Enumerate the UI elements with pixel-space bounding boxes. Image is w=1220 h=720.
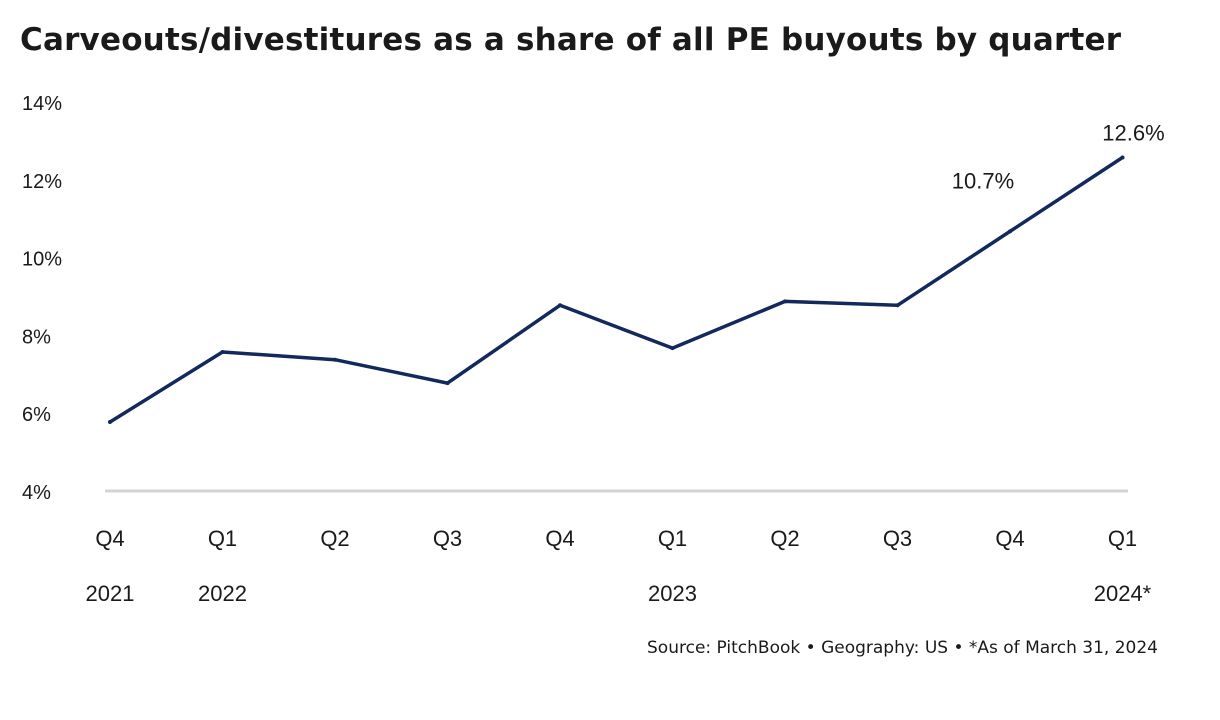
x-category-label: Q1: [658, 526, 687, 551]
x-year-label: 2022: [198, 581, 247, 606]
x-axis-categories: Q4 Q1 Q2 Q3 Q4 Q1 Q2 Q3 Q4 Q1: [95, 526, 1137, 551]
data-point: [783, 299, 787, 304]
y-tick-label: 6%: [22, 404, 51, 426]
y-tick-label: 12%: [22, 171, 62, 193]
x-category-label: Q4: [545, 526, 574, 551]
x-category-label: Q1: [1108, 526, 1137, 551]
chart-title: Carveouts/divestitures as a share of all…: [20, 22, 1122, 58]
x-year-label: 2024*: [1094, 581, 1152, 606]
x-category-label: Q4: [995, 526, 1024, 551]
data-point: [1120, 155, 1125, 160]
series-line: [108, 155, 1125, 424]
data-label: 12.6%: [1102, 120, 1164, 145]
data-point: [445, 381, 450, 386]
y-tick-label: 4%: [22, 482, 51, 504]
x-category-label: Q3: [883, 526, 912, 551]
source-note: Source: PitchBook • Geography: US • *As …: [647, 638, 1158, 658]
x-category-label: Q2: [770, 526, 799, 551]
data-label: 10.7%: [952, 168, 1014, 193]
data-point: [333, 357, 337, 362]
data-points: [108, 155, 1125, 424]
x-year-label: 2021: [86, 581, 135, 606]
data-point: [108, 419, 112, 424]
data-labels: 10.7% 12.6%: [952, 120, 1165, 193]
y-tick-label: 10%: [22, 249, 62, 271]
y-tick-label: 14%: [22, 93, 62, 115]
data-point: [670, 346, 675, 351]
data-point: [558, 303, 562, 308]
x-category-label: Q4: [95, 526, 124, 551]
y-tick-label: 8%: [22, 326, 51, 348]
data-point: [220, 349, 225, 354]
x-category-label: Q3: [433, 526, 462, 551]
x-axis-years: 2021 2022 2023 2024*: [86, 581, 1152, 606]
x-year-label: 2023: [648, 581, 697, 606]
data-point: [1008, 229, 1012, 234]
x-category-label: Q2: [320, 526, 349, 551]
x-category-label: Q1: [208, 526, 237, 551]
y-axis-ticks: 4% 6% 8% 10% 12% 14%: [22, 93, 62, 504]
data-point: [895, 303, 900, 308]
